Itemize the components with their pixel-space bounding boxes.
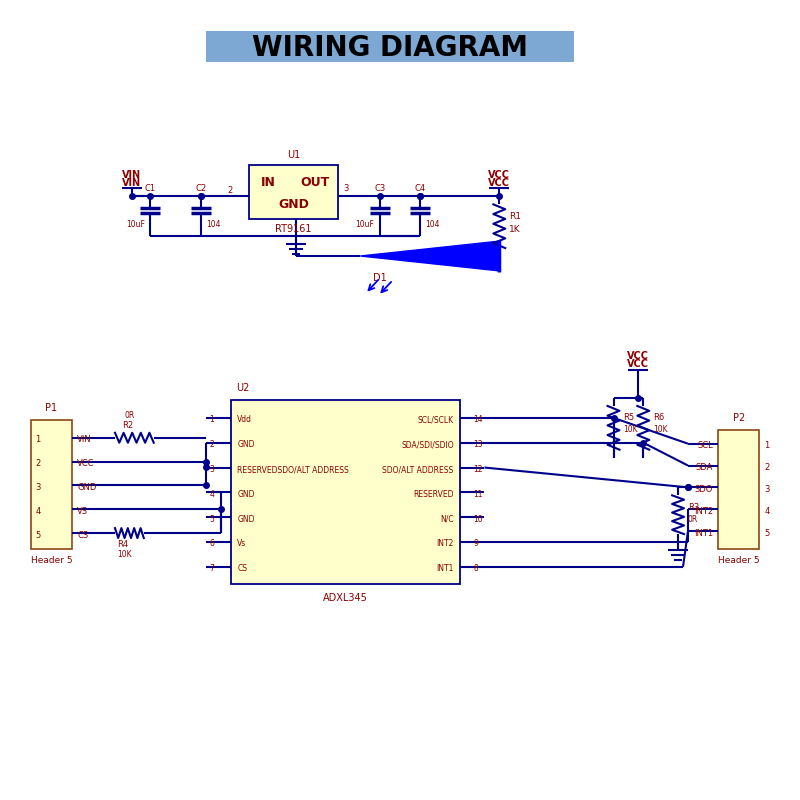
Text: 0R: 0R <box>688 514 698 524</box>
Bar <box>30 420 72 549</box>
Text: CS: CS <box>237 564 247 574</box>
Text: SDO: SDO <box>694 485 713 494</box>
Text: GND: GND <box>237 514 254 524</box>
Text: 0R: 0R <box>125 411 135 420</box>
Text: Header 5: Header 5 <box>30 556 72 566</box>
Text: Vs: Vs <box>237 539 246 549</box>
Text: 6: 6 <box>210 539 214 549</box>
Text: 2: 2 <box>210 440 214 449</box>
Text: INT1: INT1 <box>694 529 713 538</box>
Text: VCC: VCC <box>488 170 510 179</box>
Text: 10uF: 10uF <box>126 220 146 229</box>
Text: R6: R6 <box>654 414 665 422</box>
Text: 1: 1 <box>35 435 41 444</box>
Text: 13: 13 <box>474 440 483 449</box>
Text: 3: 3 <box>343 184 349 193</box>
Text: VS: VS <box>78 506 88 516</box>
Text: SCL: SCL <box>697 441 713 450</box>
Text: R4: R4 <box>117 541 128 550</box>
Text: 2: 2 <box>35 459 41 468</box>
Text: 9: 9 <box>474 539 478 549</box>
Text: IN: IN <box>261 176 276 189</box>
Text: P1: P1 <box>46 403 58 413</box>
Text: SDA/SDI/SDIO: SDA/SDI/SDIO <box>401 440 454 449</box>
Polygon shape <box>360 241 499 271</box>
Text: VCC: VCC <box>78 459 94 468</box>
Text: GND: GND <box>237 440 254 449</box>
Text: 14: 14 <box>474 415 483 424</box>
Text: VIN: VIN <box>78 435 92 444</box>
Text: CS: CS <box>78 530 88 539</box>
Text: C1: C1 <box>144 184 155 193</box>
Text: 11: 11 <box>474 490 483 499</box>
Text: VIN: VIN <box>122 170 142 179</box>
Text: 4: 4 <box>35 506 41 516</box>
Text: GND: GND <box>278 198 309 211</box>
Text: 10K: 10K <box>654 426 668 434</box>
Text: 10K: 10K <box>623 426 638 434</box>
Text: 104: 104 <box>206 220 221 229</box>
Text: 2: 2 <box>765 463 770 472</box>
Text: OUT: OUT <box>301 176 330 189</box>
Text: WIRING DIAGRAM: WIRING DIAGRAM <box>252 34 528 62</box>
Text: 1: 1 <box>210 415 214 424</box>
Text: SDA: SDA <box>695 463 713 472</box>
Text: GND: GND <box>237 490 254 499</box>
Text: U2: U2 <box>236 383 250 393</box>
Text: 1K: 1K <box>510 225 521 234</box>
Text: U1: U1 <box>287 150 300 160</box>
Text: VIN: VIN <box>122 178 142 187</box>
Text: 3: 3 <box>210 465 214 474</box>
Text: RESERVEDSDO/ALT ADDRESS: RESERVEDSDO/ALT ADDRESS <box>237 465 349 474</box>
Text: 3: 3 <box>765 485 770 494</box>
Text: VCC: VCC <box>488 178 510 187</box>
Text: Header 5: Header 5 <box>718 556 759 566</box>
Text: 10: 10 <box>474 514 483 524</box>
Text: D1: D1 <box>374 273 387 283</box>
Text: GND: GND <box>78 483 97 492</box>
Bar <box>249 165 338 219</box>
Text: 10uF: 10uF <box>355 220 374 229</box>
Text: INT2: INT2 <box>694 506 713 516</box>
Text: RT9161: RT9161 <box>275 224 312 234</box>
Text: P2: P2 <box>733 413 745 423</box>
Text: 1: 1 <box>765 441 770 450</box>
Text: INT2: INT2 <box>436 539 454 549</box>
Text: VCC: VCC <box>627 359 650 370</box>
Text: 4: 4 <box>210 490 214 499</box>
Text: ADXL345: ADXL345 <box>323 593 368 602</box>
Text: 2: 2 <box>227 186 233 195</box>
Text: SDO/ALT ADDRESS: SDO/ALT ADDRESS <box>382 465 454 474</box>
Bar <box>206 30 574 62</box>
Text: N/C: N/C <box>440 514 454 524</box>
Text: RESERVED: RESERVED <box>413 490 454 499</box>
Text: R5: R5 <box>623 414 634 422</box>
Text: 5: 5 <box>765 529 770 538</box>
Text: 8: 8 <box>474 564 478 574</box>
Text: 4: 4 <box>765 506 770 516</box>
Text: 7: 7 <box>210 564 214 574</box>
Text: VCC: VCC <box>627 351 650 362</box>
Text: INT1: INT1 <box>436 564 454 574</box>
Text: 3: 3 <box>35 483 41 492</box>
Text: C3: C3 <box>374 184 386 193</box>
Text: C2: C2 <box>196 184 207 193</box>
Text: 104: 104 <box>425 220 439 229</box>
Text: C4: C4 <box>414 184 426 193</box>
Text: R2: R2 <box>122 422 133 430</box>
Bar <box>231 400 459 584</box>
Text: Vdd: Vdd <box>237 415 252 424</box>
Text: 5: 5 <box>210 514 214 524</box>
Text: 10K: 10K <box>117 550 132 559</box>
Text: R3: R3 <box>688 502 699 512</box>
Text: R1: R1 <box>510 212 522 221</box>
Text: 5: 5 <box>35 530 41 539</box>
Text: SCL/SCLK: SCL/SCLK <box>418 415 454 424</box>
Bar <box>718 430 759 549</box>
Text: 12: 12 <box>474 465 483 474</box>
